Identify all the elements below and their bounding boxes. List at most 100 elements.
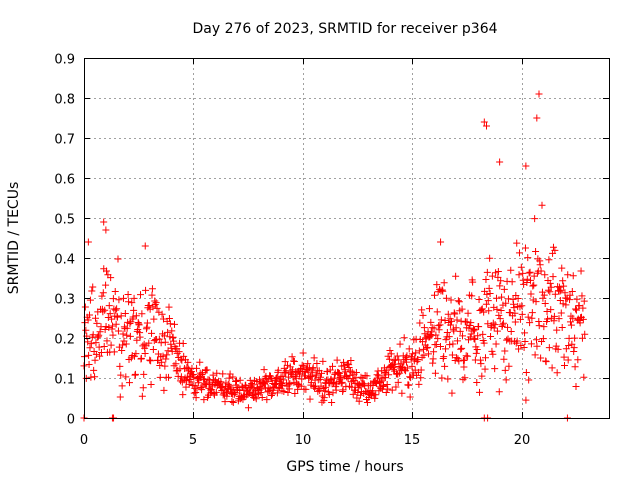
data-point [405, 345, 413, 353]
data-point [92, 339, 100, 347]
data-point [559, 277, 567, 285]
data-point [496, 282, 504, 290]
data-point [470, 325, 478, 333]
data-point [233, 377, 241, 385]
data-point [511, 318, 519, 326]
data-point [494, 268, 502, 276]
data-point [298, 361, 306, 369]
data-point [145, 302, 153, 310]
data-point [531, 351, 539, 359]
data-point [417, 366, 425, 374]
data-point [109, 295, 117, 303]
data-point [515, 271, 523, 279]
data-point [472, 349, 480, 357]
data-point [281, 358, 289, 366]
data-point [527, 340, 535, 348]
data-point [100, 342, 108, 350]
data-point [280, 388, 288, 396]
data-point [273, 373, 281, 381]
data-point [282, 367, 290, 375]
data-point [182, 377, 190, 384]
data-point [137, 354, 145, 362]
data-point [133, 336, 141, 344]
data-point [326, 366, 334, 374]
data-point [447, 296, 455, 304]
data-point [400, 334, 408, 342]
data-point [165, 315, 173, 323]
data-point [507, 327, 515, 335]
data-point [569, 272, 577, 280]
data-point [433, 308, 441, 316]
data-point [228, 398, 236, 406]
data-point [85, 351, 93, 359]
data-point [150, 315, 158, 323]
data-point [521, 244, 529, 252]
data-point [163, 351, 171, 359]
data-point [458, 305, 466, 313]
data-point [319, 357, 327, 365]
data-point [289, 357, 297, 365]
data-point [514, 294, 522, 302]
data-point [436, 321, 444, 329]
data-point [466, 333, 474, 341]
data-point [423, 344, 431, 352]
data-point [541, 271, 549, 279]
data-point [290, 358, 298, 366]
data-point [289, 366, 297, 374]
data-point [436, 343, 444, 351]
data-point [545, 256, 553, 264]
data-point [393, 352, 401, 360]
data-point [91, 314, 99, 322]
data-point [120, 294, 128, 302]
data-point [344, 360, 352, 368]
data-point [549, 273, 557, 281]
data-point [267, 392, 275, 400]
data-point [478, 305, 486, 313]
data-point [160, 332, 168, 340]
y-tick-label: 0.5 [54, 213, 75, 228]
data-point [384, 385, 392, 393]
data-point [446, 341, 454, 349]
data-point [320, 394, 328, 402]
data-point [459, 376, 467, 384]
y-tick-label: 0.7 [54, 133, 75, 148]
data-point [406, 393, 414, 401]
data-point [551, 246, 559, 254]
data-point [91, 356, 99, 364]
y-tick-label: 0.1 [54, 373, 75, 388]
data-point [161, 338, 169, 346]
data-point [313, 359, 321, 367]
data-point [236, 376, 244, 384]
data-point [148, 291, 156, 299]
data-point [394, 370, 402, 378]
data-point [266, 385, 274, 393]
data-point [113, 305, 121, 313]
data-point [495, 311, 503, 319]
data-point [115, 296, 123, 304]
data-point [106, 310, 114, 318]
data-point [473, 378, 481, 386]
data-point [308, 372, 316, 380]
data-point [158, 358, 166, 366]
data-point [537, 354, 545, 362]
data-point [454, 297, 462, 305]
x-tick-label: 15 [404, 433, 421, 448]
data-point [415, 347, 423, 355]
data-point [441, 317, 449, 325]
data-point [408, 350, 416, 358]
data-point [453, 316, 461, 324]
data-point [335, 369, 343, 377]
data-point [500, 355, 508, 363]
data-point [485, 307, 493, 315]
data-point [162, 355, 170, 363]
data-point [340, 362, 348, 370]
y-tick-label: 0.4 [54, 253, 75, 268]
data-point [518, 310, 526, 318]
data-point [460, 356, 468, 364]
tick-labels: 0 0.1 0.2 0.3 0.4 0.5 0.6 0.7 0.8 0.9 0 5 10 15 20 [54, 53, 530, 449]
data-point [480, 339, 488, 347]
data-point [473, 346, 481, 354]
data-point [122, 373, 130, 381]
chart-title: Day 276 of 2023, SRMTID for receiver p36… [192, 21, 497, 37]
data-point [520, 280, 528, 288]
